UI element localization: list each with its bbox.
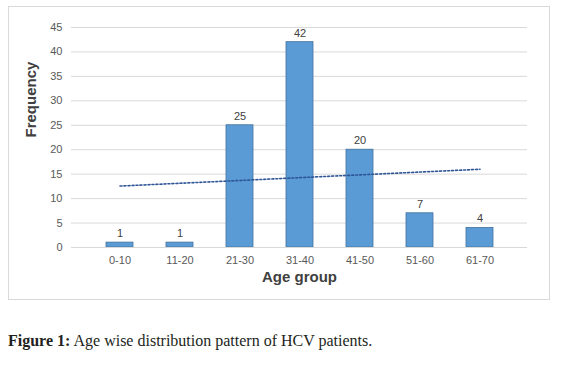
svg-text:0: 0 (56, 241, 62, 253)
svg-text:21-30: 21-30 (226, 254, 254, 266)
svg-text:4: 4 (477, 212, 483, 224)
svg-text:Frequency: Frequency (22, 61, 39, 138)
svg-text:Age group: Age group (262, 268, 337, 285)
svg-text:1: 1 (117, 227, 123, 239)
svg-text:25: 25 (50, 119, 62, 131)
svg-text:15: 15 (50, 168, 62, 180)
svg-text:30: 30 (50, 94, 62, 106)
svg-text:40: 40 (50, 45, 62, 57)
svg-text:20: 20 (354, 134, 366, 146)
svg-text:0-10: 0-10 (109, 254, 131, 266)
svg-text:45: 45 (50, 21, 62, 33)
svg-text:51-60: 51-60 (406, 254, 434, 266)
svg-text:42: 42 (294, 27, 306, 39)
svg-text:61-70: 61-70 (466, 254, 494, 266)
svg-text:25: 25 (234, 110, 246, 122)
html-text:Figure 1: Age wise distributio: Figure 1: Age wise distribution pattern … (8, 332, 373, 349)
svg-text:20: 20 (50, 143, 62, 155)
svg-text:5: 5 (56, 217, 62, 229)
svg-text:31-40: 31-40 (286, 254, 314, 266)
svg-text:35: 35 (50, 70, 62, 82)
svg-text:10: 10 (50, 192, 62, 204)
svg-text:1: 1 (177, 227, 183, 239)
svg-text:41-50: 41-50 (346, 254, 374, 266)
svg-text:7: 7 (417, 198, 423, 210)
svg-text:11-20: 11-20 (166, 254, 193, 266)
